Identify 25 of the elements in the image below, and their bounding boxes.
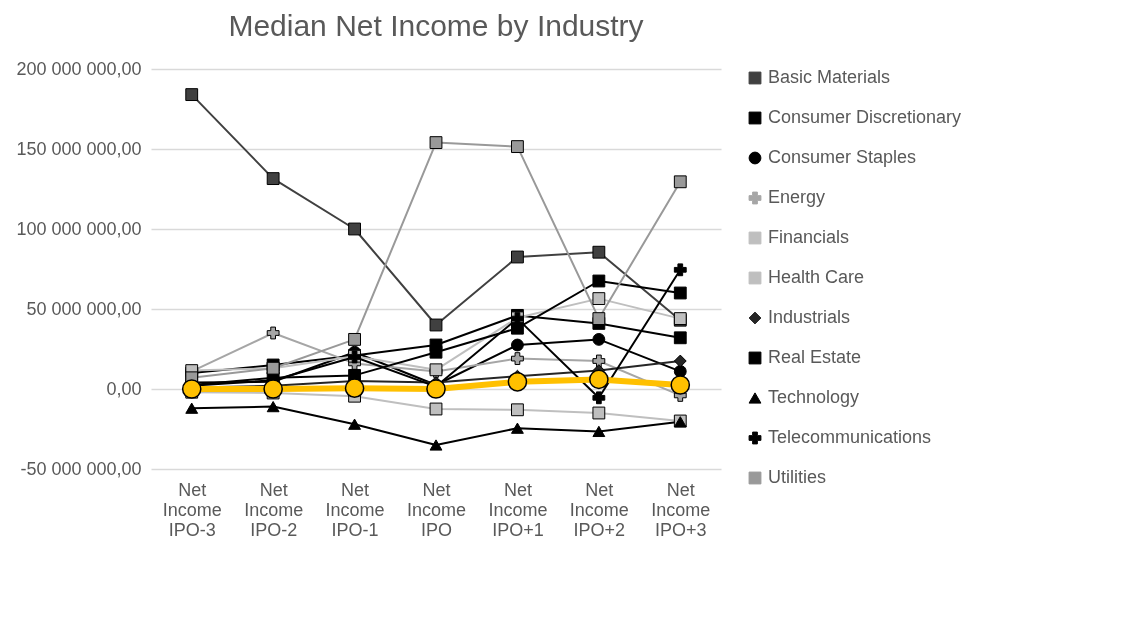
legend-label: Basic Materials bbox=[768, 67, 891, 87]
legend-label: Financials bbox=[768, 227, 850, 247]
y-tick-label: 100 000 000,00 bbox=[16, 218, 142, 239]
legend-label: Industrials bbox=[768, 307, 851, 327]
y-tick-label: -50 000 000,00 bbox=[20, 458, 142, 479]
x-tick-label: Net Income IPO-1 bbox=[325, 479, 385, 540]
legend-label: Telecommunications bbox=[768, 427, 932, 447]
x-tick-label: Net Income IPO+2 bbox=[569, 479, 629, 540]
legend-label: Consumer Discretionary bbox=[768, 107, 962, 127]
legend-label: Health Care bbox=[768, 267, 865, 287]
x-tick-label: Net Income IPO+1 bbox=[488, 479, 548, 540]
legend-label: Technology bbox=[768, 387, 860, 407]
y-tick-label: 200 000 000,00 bbox=[16, 58, 142, 79]
x-tick-label: Net Income IPO-3 bbox=[162, 479, 222, 540]
legend-label: Energy bbox=[768, 187, 826, 207]
x-tick-label: Net Income IPO bbox=[406, 479, 467, 540]
y-tick-label: 0,00 bbox=[106, 378, 142, 399]
legend-label: Consumer Staples bbox=[768, 147, 917, 167]
chart-title: Median Net Income by Industry bbox=[228, 9, 644, 42]
legend-label: Utilities bbox=[768, 467, 827, 487]
y-tick-label: 150 000 000,00 bbox=[16, 138, 142, 159]
x-tick-label: Net Income IPO-2 bbox=[244, 479, 304, 540]
x-tick-label: Net Income IPO+3 bbox=[651, 479, 711, 540]
y-tick-label: 50 000 000,00 bbox=[26, 298, 142, 319]
legend-label: Real Estate bbox=[768, 347, 862, 367]
